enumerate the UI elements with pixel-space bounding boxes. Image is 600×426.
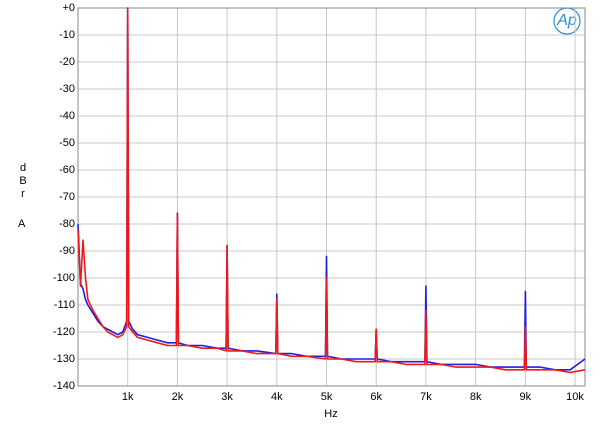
series-line xyxy=(77,7,586,371)
y-tick-label: -10 xyxy=(59,29,75,41)
x-tick-label: 3k xyxy=(221,391,233,403)
y-tick-label: -50 xyxy=(59,137,75,149)
y-tick-label: -100 xyxy=(53,272,75,284)
logo: Ap xyxy=(556,12,577,29)
y-tick-label: -30 xyxy=(59,83,75,95)
plot-area xyxy=(77,7,586,387)
y-tick-label: -40 xyxy=(59,110,75,122)
x-tick-label: 2k xyxy=(172,391,184,403)
x-tick-label: 6k xyxy=(370,391,382,403)
y-tick-label: -130 xyxy=(53,353,75,365)
series-line xyxy=(77,7,586,374)
x-tick-label: 1k xyxy=(122,391,134,403)
y-axis-label: dBr xyxy=(17,162,29,201)
y-tick-label: -60 xyxy=(59,164,75,176)
y-tick-label: -20 xyxy=(59,56,75,68)
x-tick-label: 4k xyxy=(271,391,283,403)
x-tick-label: 5k xyxy=(321,391,333,403)
y-tick-label: +0 xyxy=(62,2,75,14)
y-tick-label: -140 xyxy=(53,380,75,392)
y-tick-label: -90 xyxy=(59,245,75,257)
x-tick-label: 7k xyxy=(420,391,432,403)
x-axis-label: Hz xyxy=(324,408,337,420)
y-tick-label: -70 xyxy=(59,191,75,203)
x-tick-label: 9k xyxy=(520,391,532,403)
y-tick-label: -120 xyxy=(53,326,75,338)
y-axis-unit: A xyxy=(18,218,26,230)
y-tick-label: -110 xyxy=(54,299,75,311)
y-tick-label: -80 xyxy=(59,218,75,230)
x-tick-label: 10k xyxy=(566,391,584,403)
x-tick-label: 8k xyxy=(470,391,482,403)
